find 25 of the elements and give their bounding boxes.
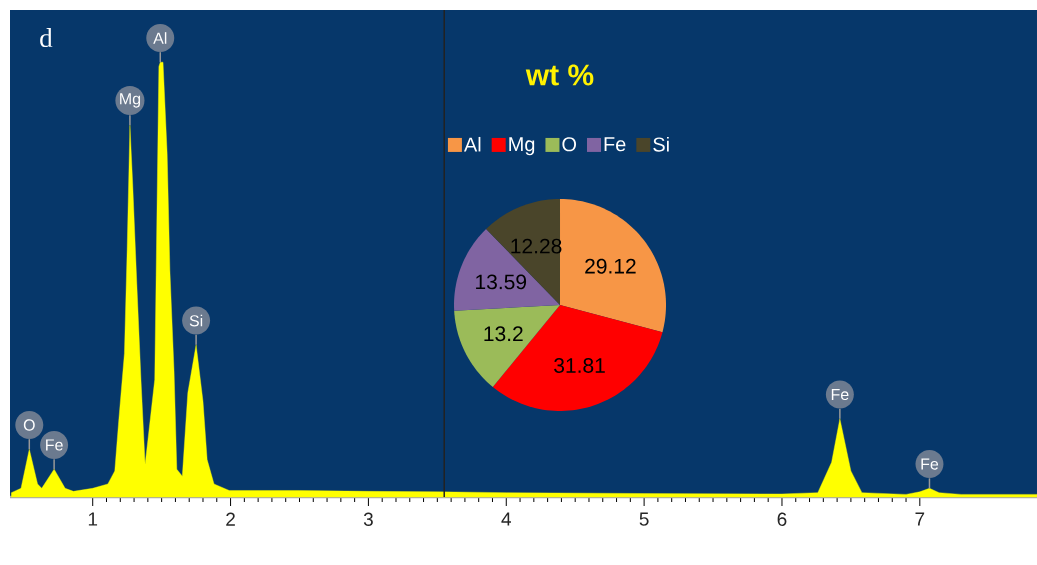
data-label: 13.59 [476, 274, 527, 290]
x-tick-label: 2 [226, 512, 235, 526]
x-tick-label: 5 [639, 512, 649, 526]
legend-label: O [562, 137, 577, 152]
legend-label: Si [653, 136, 669, 152]
legend-label: Mg [509, 137, 535, 156]
x-tick-label: 7 [915, 512, 925, 526]
x-tick-label: 6 [777, 512, 787, 526]
annotation: Al [153, 32, 167, 44]
data-label: 31.81 [554, 358, 605, 373]
chart-title: wt % [525, 64, 594, 86]
annotation: Fe [46, 439, 63, 451]
x-tick-label: 1 [88, 512, 98, 526]
x-tick-label: 3 [363, 512, 373, 526]
legend-label: Al [463, 136, 481, 152]
x-tick-label: 4 [501, 512, 511, 526]
annotation: Mg [120, 93, 141, 108]
data-label: 29.12 [585, 258, 636, 274]
annotation: Fe [831, 388, 849, 401]
annotation: Si [189, 314, 203, 327]
annotation: Fe [921, 458, 939, 470]
legend-label: Fe [604, 137, 626, 152]
chart-title: d [40, 28, 53, 48]
data-label: 13.2 [484, 326, 523, 342]
annotation: O [23, 419, 35, 431]
